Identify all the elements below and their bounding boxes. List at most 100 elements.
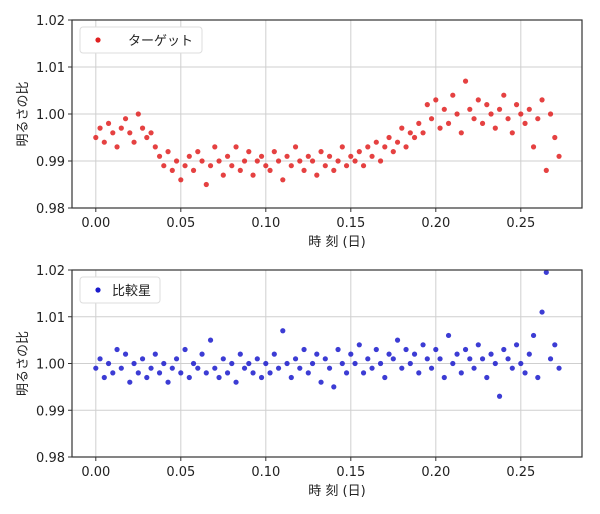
legend-label: ターゲット (128, 34, 193, 49)
data-point (424, 102, 430, 108)
data-point (424, 356, 430, 362)
data-point (97, 125, 103, 131)
data-point (509, 130, 515, 136)
data-point (365, 356, 371, 362)
data-point (513, 102, 520, 108)
data-point (224, 370, 231, 376)
data-point (390, 149, 396, 155)
data-point (224, 153, 231, 159)
data-point (450, 360, 456, 367)
y-tick-label: 0.98 (36, 451, 65, 466)
data-point (501, 346, 507, 353)
data-point (314, 172, 320, 178)
data-point (437, 356, 443, 362)
data-point (258, 153, 265, 159)
data-point (479, 356, 486, 362)
data-point (450, 92, 456, 98)
data-point (522, 370, 528, 376)
x-tick-label: 0.10 (251, 465, 280, 480)
data-point (144, 134, 150, 141)
x-tick-label: 0.05 (166, 216, 195, 231)
x-tick-label: 0.20 (421, 465, 450, 480)
data-point (182, 163, 188, 169)
data-point (369, 365, 375, 371)
data-point (348, 153, 354, 159)
x-axis-label: 時 刻 (日) (308, 484, 365, 499)
data-point (297, 365, 303, 371)
data-point (258, 374, 265, 381)
x-tick-label: 0.25 (506, 216, 535, 231)
data-point (190, 360, 197, 367)
data-point (275, 158, 282, 164)
y-tick-label: 1.02 (36, 264, 65, 279)
x-axis-label: 時 刻 (日) (308, 235, 365, 250)
data-point (309, 360, 316, 367)
x-tick-label: 0.10 (251, 216, 280, 231)
data-point (271, 149, 277, 155)
data-point (97, 356, 103, 362)
data-point (148, 365, 154, 371)
data-point (207, 163, 214, 169)
data-point (288, 374, 294, 381)
data-point (156, 153, 163, 159)
data-point (139, 356, 146, 362)
data-point (127, 379, 133, 385)
data-point (169, 167, 175, 173)
x-tick-label: 0.15 (336, 216, 365, 231)
data-point (513, 342, 520, 348)
data-point (156, 370, 163, 376)
data-point (135, 111, 141, 117)
y-tick-label: 1.00 (36, 358, 65, 373)
data-point (284, 153, 290, 159)
data-point (173, 158, 180, 164)
data-point (152, 351, 158, 357)
data-point (326, 365, 333, 371)
data-point (403, 144, 409, 150)
data-point (178, 177, 184, 183)
data-point (343, 370, 350, 376)
data-point (131, 360, 137, 367)
data-point (203, 181, 209, 188)
y-tick-label: 0.99 (36, 404, 65, 419)
data-point (433, 97, 439, 103)
data-point (496, 393, 503, 399)
data-point (505, 356, 511, 362)
data-point (552, 342, 558, 348)
data-point (144, 374, 150, 381)
data-point (322, 356, 328, 362)
data-point (229, 163, 235, 169)
data-point (314, 351, 320, 357)
data-point (237, 167, 243, 173)
data-point (530, 144, 537, 150)
y-tick-label: 0.98 (36, 202, 65, 217)
data-point (535, 116, 541, 122)
data-point (339, 144, 345, 150)
y-tick-label: 1.00 (36, 108, 65, 123)
data-point (182, 346, 188, 353)
data-point (114, 346, 120, 353)
data-point (343, 163, 350, 169)
data-point (377, 158, 384, 164)
data-point (467, 356, 473, 362)
data-point (509, 365, 515, 371)
data-point (365, 144, 371, 150)
data-point (543, 167, 549, 173)
data-point (216, 374, 222, 381)
data-point (233, 144, 239, 150)
legend-marker (95, 287, 101, 293)
legend: 比較星 (79, 276, 161, 304)
x-tick-label: 0.25 (506, 465, 535, 480)
data-point (543, 269, 549, 275)
data-point (305, 370, 311, 376)
data-point (254, 356, 260, 362)
data-point (250, 370, 256, 376)
data-point (148, 130, 154, 136)
data-point (161, 360, 167, 367)
data-point (526, 106, 532, 112)
data-point (433, 346, 439, 353)
data-point (479, 120, 486, 126)
data-point (292, 144, 299, 150)
data-point (488, 351, 494, 357)
data-point (462, 346, 469, 353)
